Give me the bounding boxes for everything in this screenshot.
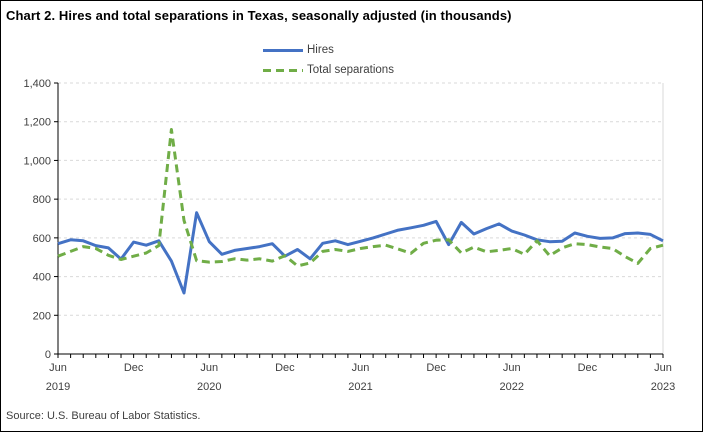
legend-label-separations: Total separations	[307, 64, 394, 76]
chart-title: Chart 2. Hires and total separations in …	[6, 8, 512, 23]
y-tick-label: 400	[33, 272, 51, 284]
x-tick-label-month: Dec	[275, 362, 295, 374]
x-tick-label-month: Jun	[503, 362, 521, 374]
x-tick-label-month: Jun	[654, 362, 672, 374]
x-tick-label-month: Jun	[49, 362, 67, 374]
y-tick-label: 1,000	[23, 155, 51, 167]
x-tick-label-year: 2023	[651, 381, 675, 393]
y-tick-label: 800	[33, 194, 51, 206]
x-tick-label-year: 2022	[500, 381, 524, 393]
hires-line	[57, 211, 664, 295]
y-tick-label: 1,400	[23, 78, 51, 90]
legend: Hires Total separations	[263, 40, 394, 80]
x-tick-label-month: Jun	[352, 362, 370, 374]
y-tick-label: 200	[33, 310, 51, 322]
y-tick-label: 600	[33, 233, 51, 245]
x-tick-label-year: 2021	[348, 381, 372, 393]
source-note: Source: U.S. Bureau of Labor Statistics.	[6, 410, 201, 422]
separations-line	[57, 128, 664, 268]
x-tick-label-year: 2020	[197, 381, 221, 393]
separations-line-swatch	[263, 68, 303, 72]
legend-label-hires: Hires	[307, 44, 334, 56]
x-tick-label-year: 2019	[46, 381, 70, 393]
hires-line-swatch	[263, 48, 303, 52]
x-tick-label-month: Jun	[200, 362, 218, 374]
y-tick-label: 1,200	[23, 117, 51, 129]
x-tick-label-month: Dec	[124, 362, 144, 374]
legend-item-hires: Hires	[263, 40, 394, 60]
legend-item-separations: Total separations	[263, 60, 394, 80]
x-tick-label-month: Dec	[578, 362, 598, 374]
y-tick-label: 0	[45, 349, 51, 361]
x-tick-label-month: Dec	[426, 362, 446, 374]
